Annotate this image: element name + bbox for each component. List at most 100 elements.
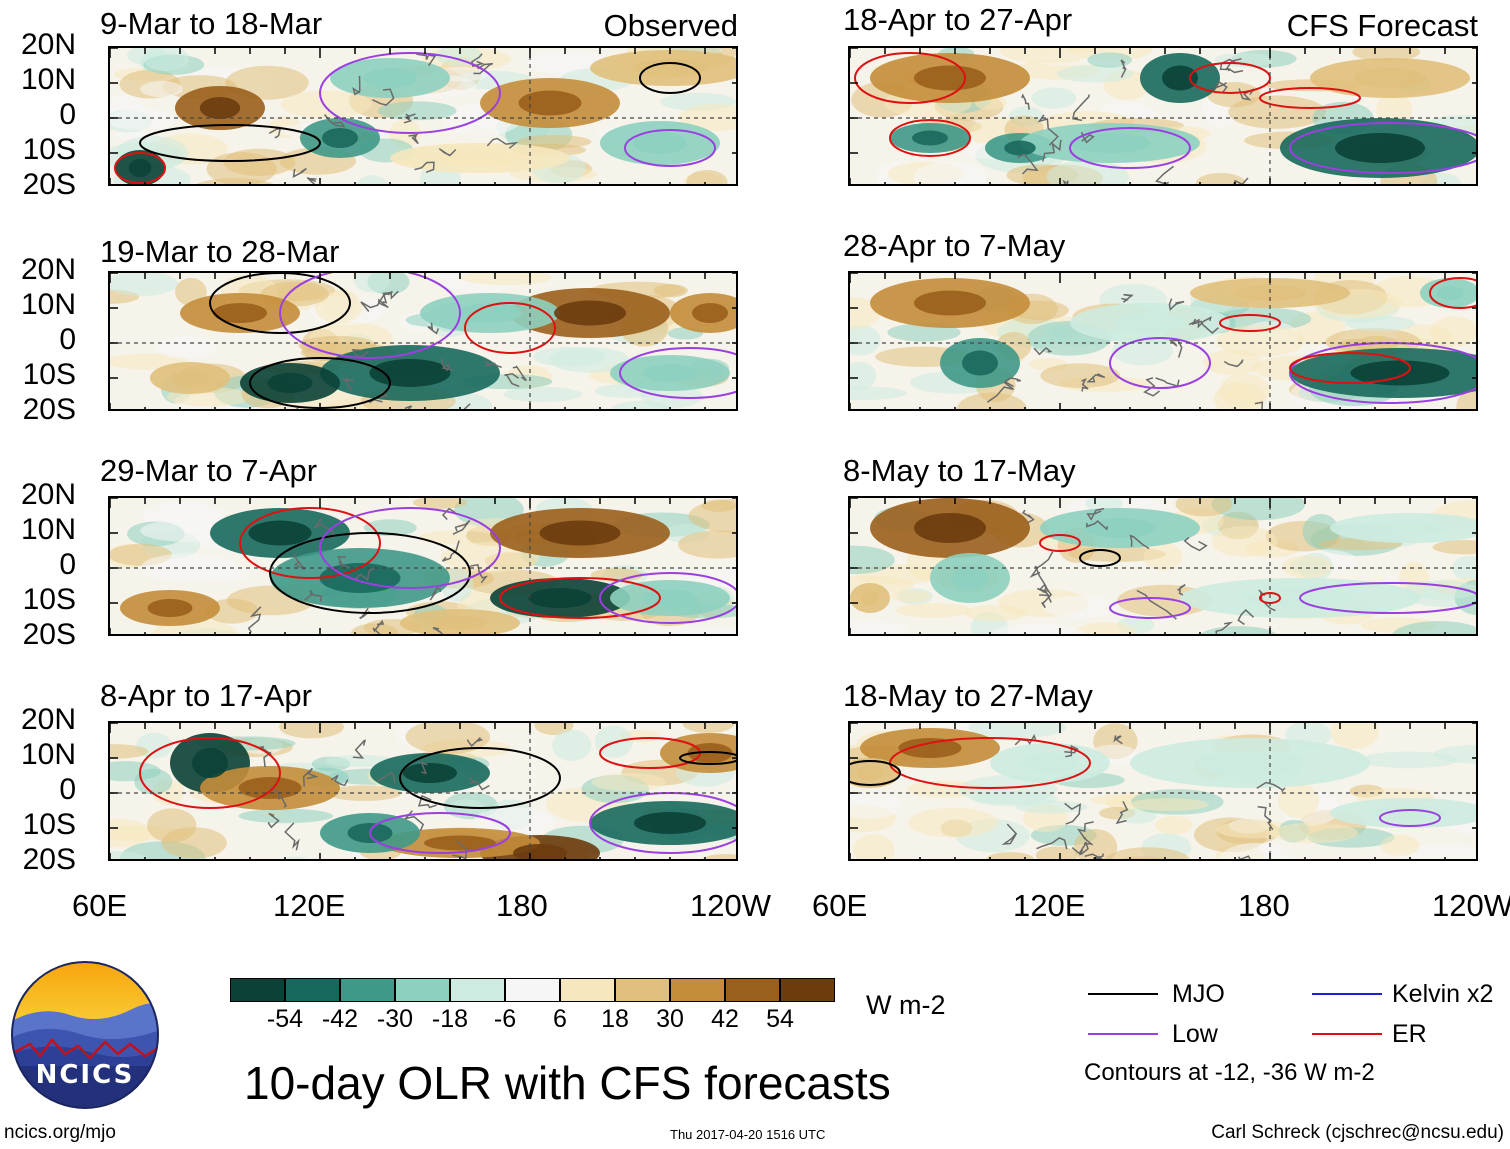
olr-anomaly-region [1433, 744, 1476, 764]
legend-low-label: Low [1172, 1020, 1218, 1048]
footer-url[interactable]: ncics.org/mjo [4, 1122, 116, 1143]
coastline [429, 586, 442, 601]
coastline [330, 774, 349, 787]
lat-label: 10N [20, 63, 76, 96]
coastline [512, 365, 527, 382]
olr-anomaly-region [1392, 621, 1476, 634]
olr-anomaly-region [1452, 555, 1476, 582]
olr-anomaly-region [110, 851, 149, 859]
olr-anomaly-region [1359, 751, 1458, 769]
wave-contour [1069, 127, 1191, 169]
olr-anomaly-region [895, 603, 972, 618]
olr-anomaly-region [913, 161, 988, 184]
legend-mjo-label: MJO [1172, 980, 1225, 1008]
forecast-panel-2 [848, 271, 1478, 411]
coastline [404, 405, 413, 409]
olr-anomaly-region [610, 400, 671, 409]
coastline [372, 88, 395, 106]
wave-contour [139, 737, 281, 809]
colorbar-swatch [560, 978, 615, 1002]
coastline [473, 62, 494, 75]
forecast-panel-3 [848, 496, 1478, 636]
olr-anomaly-region [1432, 539, 1476, 555]
coastline [1254, 401, 1264, 409]
olr-anomaly-region [633, 132, 687, 154]
olr-anomaly-region [1228, 95, 1326, 129]
colorbar-label: 30 [656, 1005, 684, 1033]
olr-anomaly-region [1175, 498, 1233, 517]
olr-anomaly-region [850, 386, 908, 401]
coastline [408, 133, 419, 145]
panel-period-title: 8-Apr to 17-Apr [100, 678, 312, 713]
coastline [292, 167, 307, 179]
coastline [468, 777, 490, 791]
coastline [469, 563, 489, 584]
olr-anomaly-region [968, 723, 1067, 739]
wave-contour [1289, 122, 1476, 174]
wave-contour [139, 124, 321, 162]
coastline [417, 794, 437, 809]
olr-anomaly-region [1087, 52, 1132, 68]
olr-anomaly-region [528, 588, 592, 608]
coastline [1064, 802, 1081, 825]
coastline [324, 114, 346, 128]
olr-anomaly-region [1330, 723, 1379, 749]
colorbar-swatch [670, 978, 725, 1002]
panel-period-title: 29-Mar to 7-Apr [100, 453, 318, 488]
coastline [284, 822, 300, 851]
colorbar-label: 6 [553, 1005, 567, 1033]
olr-anomaly-region [238, 808, 333, 824]
olr-anomaly-region [1211, 526, 1278, 557]
observed-panel-2 [108, 271, 738, 411]
olr-anomaly-region [850, 545, 895, 575]
coastline [1143, 377, 1160, 397]
coastline [1115, 800, 1129, 825]
coastline [1086, 520, 1109, 531]
olr-anomaly-region [1203, 349, 1262, 376]
colorbar-swatch [725, 978, 780, 1002]
coastline [352, 739, 367, 759]
wave-contour [1039, 534, 1081, 552]
coastline [1183, 536, 1208, 552]
coastline [1071, 837, 1094, 855]
coastline [1016, 153, 1039, 175]
coastline [258, 745, 272, 768]
wave-contour [639, 62, 701, 94]
wave-contour [1109, 337, 1211, 389]
wave-contour [619, 347, 736, 399]
coastline [267, 812, 280, 829]
coastline [1042, 139, 1062, 162]
olr-anomaly-region [1352, 48, 1420, 62]
wave-contour [464, 302, 556, 354]
olr-anomaly-region [701, 499, 736, 512]
coastline [1136, 589, 1177, 620]
wave-contour [114, 152, 166, 184]
olr-anomaly-region [327, 785, 402, 801]
olr-anomaly-region [517, 134, 592, 149]
coastline [360, 301, 389, 312]
olr-anomaly-region [1114, 313, 1186, 333]
lat-label: 0 [59, 548, 76, 581]
olr-map [850, 723, 1476, 859]
olr-anomaly-region [850, 620, 909, 634]
olr-anomaly-region [213, 303, 267, 323]
legend-low-line [1088, 1033, 1158, 1035]
lat-label: 10S [22, 583, 76, 616]
wave-contour [1379, 809, 1441, 827]
coastline [1120, 59, 1127, 78]
lat-label: 20S [22, 843, 76, 876]
coastline [1062, 179, 1069, 184]
lat-label: 0 [59, 773, 76, 806]
coastline [314, 517, 337, 538]
coastline [306, 177, 317, 184]
coastline [1029, 551, 1054, 579]
coastline [1168, 298, 1185, 312]
colorbar-swatch [505, 978, 560, 1002]
olr-anomaly-region [1031, 87, 1077, 109]
observed-panel-4 [108, 721, 738, 861]
olr-anomaly-region [1354, 68, 1426, 88]
coastline [486, 137, 519, 149]
olr-anomaly-region [890, 589, 931, 603]
olr-anomaly-region [1154, 815, 1193, 835]
coastline [1084, 853, 1105, 859]
